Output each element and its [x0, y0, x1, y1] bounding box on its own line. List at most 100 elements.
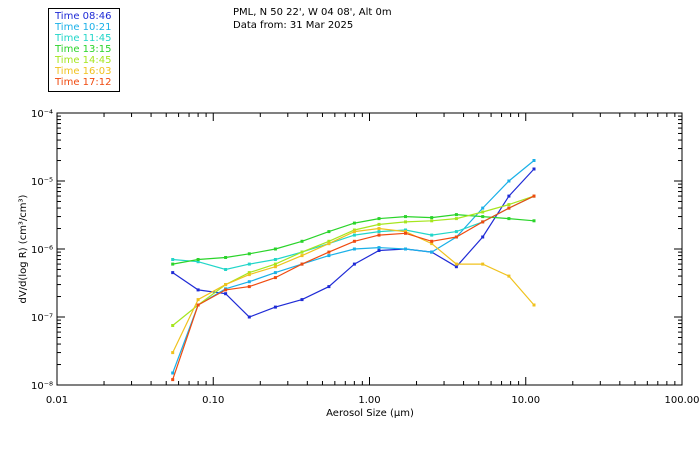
data-point [247, 252, 251, 256]
data-point [532, 303, 536, 307]
data-point [352, 247, 356, 251]
data-point [247, 262, 251, 266]
data-point [481, 235, 485, 239]
data-point [247, 271, 251, 275]
data-point [300, 262, 304, 266]
data-point [430, 219, 434, 223]
axis-layer: 0.01 0.10 1.00 10.00 100.00 10⁻⁸ 10⁻⁷ 10⁻⁶ 10⁻⁵ 1… [31, 109, 700, 406]
data-point [273, 262, 277, 266]
data-point [327, 242, 331, 246]
data-point [273, 247, 277, 251]
chart-subtitle: Data from: 31 Mar 2025 [233, 20, 354, 31]
legend-entry-1145: Time 11:45 [55, 33, 112, 44]
data-point [377, 227, 381, 230]
data-point [352, 230, 356, 234]
legend-entry-1021: Time 10:21 [55, 22, 112, 33]
data-point [532, 159, 536, 162]
data-point [352, 239, 356, 243]
data-point [481, 262, 485, 266]
y-tick-label: 10⁻⁶ [31, 245, 53, 256]
data-point [507, 206, 511, 210]
data-point [171, 258, 175, 261]
data-point [377, 222, 381, 226]
x-tick-label: 100.00 [665, 395, 700, 406]
data-point [481, 210, 485, 214]
data-point [171, 271, 175, 275]
data-point [532, 219, 536, 223]
data-point [224, 268, 228, 271]
data-point [352, 221, 356, 225]
legend-entry-1712: Time 17:12 [55, 77, 112, 88]
data-point [224, 292, 228, 296]
data-point [196, 303, 200, 307]
data-point [224, 283, 228, 287]
legend-entry-1603: Time 16:03 [55, 66, 112, 77]
data-point [300, 250, 304, 254]
y-axis-label: dV/d(log R) (cm³/cm³) [18, 194, 29, 303]
data-point [430, 242, 434, 246]
data-point [247, 273, 251, 277]
data-point [430, 233, 434, 237]
data-point [404, 247, 407, 251]
data-point [352, 262, 356, 266]
data-point [454, 213, 458, 217]
data-point [532, 194, 536, 198]
data-point [224, 288, 228, 292]
chart-header: PML, N 50 22', W 04 08', Alt 0m Data fro… [233, 6, 392, 32]
chart-legend: Time 08:46 Time 10:21 Time 11:45 Time 13… [48, 8, 120, 92]
data-point [300, 239, 304, 243]
data-point [481, 215, 485, 219]
x-axis-label: Aerosol Size (µm) [326, 408, 414, 419]
data-point [454, 217, 458, 221]
data-point [377, 249, 381, 252]
series-1603 [171, 227, 536, 355]
chart-title: PML, N 50 22', W 04 08', Alt 0m [233, 7, 392, 18]
data-point [196, 298, 200, 302]
data-point [481, 206, 485, 210]
data-point [196, 288, 200, 292]
series-0846 [171, 167, 536, 319]
data-point [507, 217, 511, 221]
series-layer [171, 159, 536, 382]
data-point [171, 378, 175, 382]
series-1315 [171, 213, 536, 266]
series-1021 [171, 159, 536, 375]
data-point [377, 233, 381, 237]
series-1712 [171, 194, 536, 382]
data-point [352, 228, 356, 232]
data-point [327, 239, 331, 243]
data-point [327, 285, 331, 289]
data-point [247, 280, 251, 284]
data-point [404, 220, 407, 224]
data-point [196, 258, 200, 261]
data-point [404, 228, 407, 232]
data-point [247, 285, 251, 289]
data-point [377, 246, 381, 250]
data-point [300, 298, 304, 302]
data-point [224, 256, 228, 259]
data-point [273, 276, 277, 280]
data-point [300, 254, 304, 258]
data-point [327, 250, 331, 254]
data-point [430, 216, 434, 220]
data-point [507, 194, 511, 198]
data-point [404, 231, 407, 235]
series-line [172, 195, 535, 326]
series-line [172, 160, 535, 374]
legend-entry-1315: Time 13:15 [55, 44, 112, 55]
x-tick-label: 1.00 [358, 395, 380, 406]
data-point [273, 265, 277, 269]
data-point [430, 250, 434, 254]
x-tick-label: 0.10 [202, 395, 224, 406]
plot-frame [56, 112, 683, 386]
data-point [171, 371, 175, 375]
data-point [377, 230, 381, 234]
series-1445 [171, 194, 536, 327]
data-point [532, 167, 536, 171]
data-point [171, 324, 175, 327]
y-tick-label: 10⁻⁷ [31, 313, 53, 324]
y-tick-label: 10⁻⁴ [31, 109, 53, 120]
data-point [404, 230, 407, 234]
data-point [171, 351, 175, 355]
data-point [507, 274, 511, 278]
